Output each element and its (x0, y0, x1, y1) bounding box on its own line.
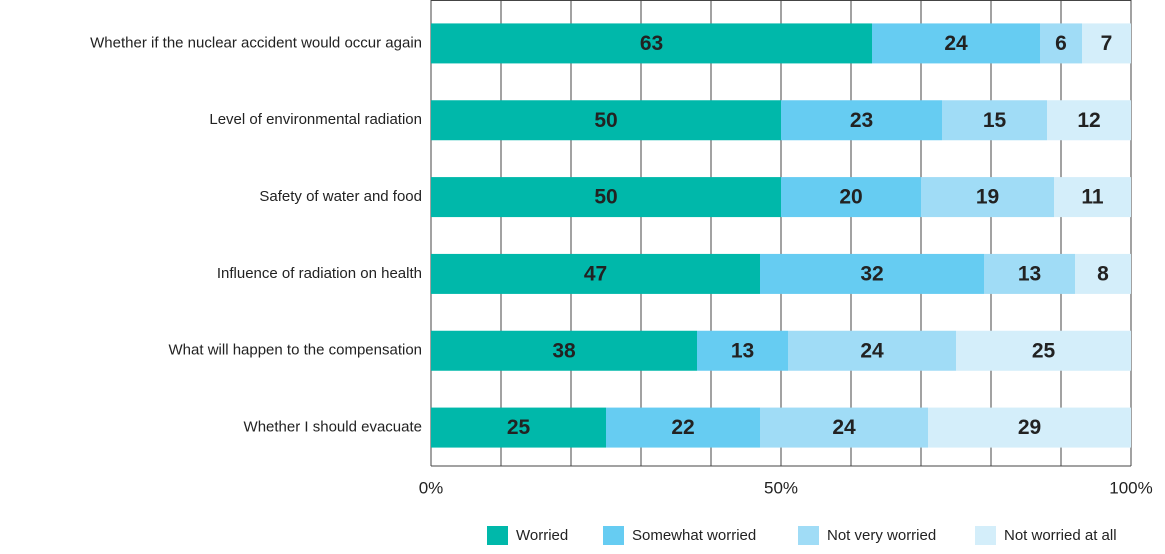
bar-segment (1040, 23, 1082, 64)
data-label: 13 (731, 339, 754, 362)
bar-segment (872, 23, 1040, 64)
legend-swatch (798, 526, 819, 545)
bar-segment (1075, 253, 1131, 294)
data-label: 23 (850, 109, 873, 132)
bar-segment (984, 253, 1075, 294)
data-label: 24 (944, 32, 968, 55)
data-label: 32 (860, 262, 883, 285)
data-label: 24 (832, 416, 856, 439)
bar-segment (1082, 23, 1131, 64)
bar-segment (606, 407, 760, 448)
data-label: 6 (1055, 32, 1067, 55)
data-label: 12 (1077, 109, 1100, 132)
y-tick-label: Whether if the nuclear accident would oc… (90, 34, 422, 51)
bar-segment (928, 407, 1131, 448)
bar-segment (788, 330, 956, 371)
legend-swatch (975, 526, 996, 545)
legend-label: Somewhat worried (632, 527, 756, 544)
bar-segment (697, 330, 788, 371)
data-label: 20 (839, 186, 862, 209)
data-label: 11 (1081, 186, 1104, 209)
y-tick-label: What will happen to the compensation (169, 342, 422, 359)
bar-segment (431, 100, 781, 141)
bar-segment (942, 100, 1047, 141)
data-label: 15 (983, 109, 1007, 132)
bar-segment (431, 253, 760, 294)
x-tick-label: 100% (1109, 478, 1152, 497)
y-tick-label: Safety of water and food (259, 188, 422, 205)
bar-segment (921, 177, 1054, 218)
data-label: 25 (1032, 339, 1056, 362)
legend-swatch (487, 526, 508, 545)
x-tick-label: 0% (419, 478, 444, 497)
y-tick-label: Level of environmental radiation (209, 111, 422, 128)
legend-label: Not worried at all (1004, 527, 1117, 544)
y-tick-label: Influence of radiation on health (217, 265, 422, 282)
bar-segment (956, 330, 1131, 371)
data-label: 24 (860, 339, 884, 362)
legend-label: Worried (516, 527, 568, 544)
data-label: 38 (552, 339, 576, 362)
bar-segment (431, 330, 697, 371)
data-label: 50 (594, 186, 617, 209)
bar-segment (431, 23, 872, 64)
data-label: 8 (1097, 262, 1109, 285)
data-label: 22 (671, 416, 694, 439)
y-tick-label: Whether I should evacuate (244, 419, 422, 436)
legend-swatch (603, 526, 624, 545)
data-label: 7 (1101, 32, 1113, 55)
data-label: 63 (640, 32, 663, 55)
bar-segment (1054, 177, 1131, 218)
data-label: 47 (584, 262, 607, 285)
bar-segment (431, 177, 781, 218)
data-label: 19 (976, 186, 999, 209)
legend-label: Not very worried (827, 527, 936, 544)
bar-segment (760, 253, 984, 294)
data-label: 13 (1018, 262, 1041, 285)
x-tick-label: 50% (764, 478, 798, 497)
bar-segment (781, 177, 921, 218)
bar-segment (431, 407, 606, 448)
bar-segment (781, 100, 942, 141)
data-label: 25 (507, 416, 531, 439)
bar-segment (760, 407, 928, 448)
bar-segment (1047, 100, 1131, 141)
data-label: 50 (594, 109, 617, 132)
data-label: 29 (1018, 416, 1041, 439)
